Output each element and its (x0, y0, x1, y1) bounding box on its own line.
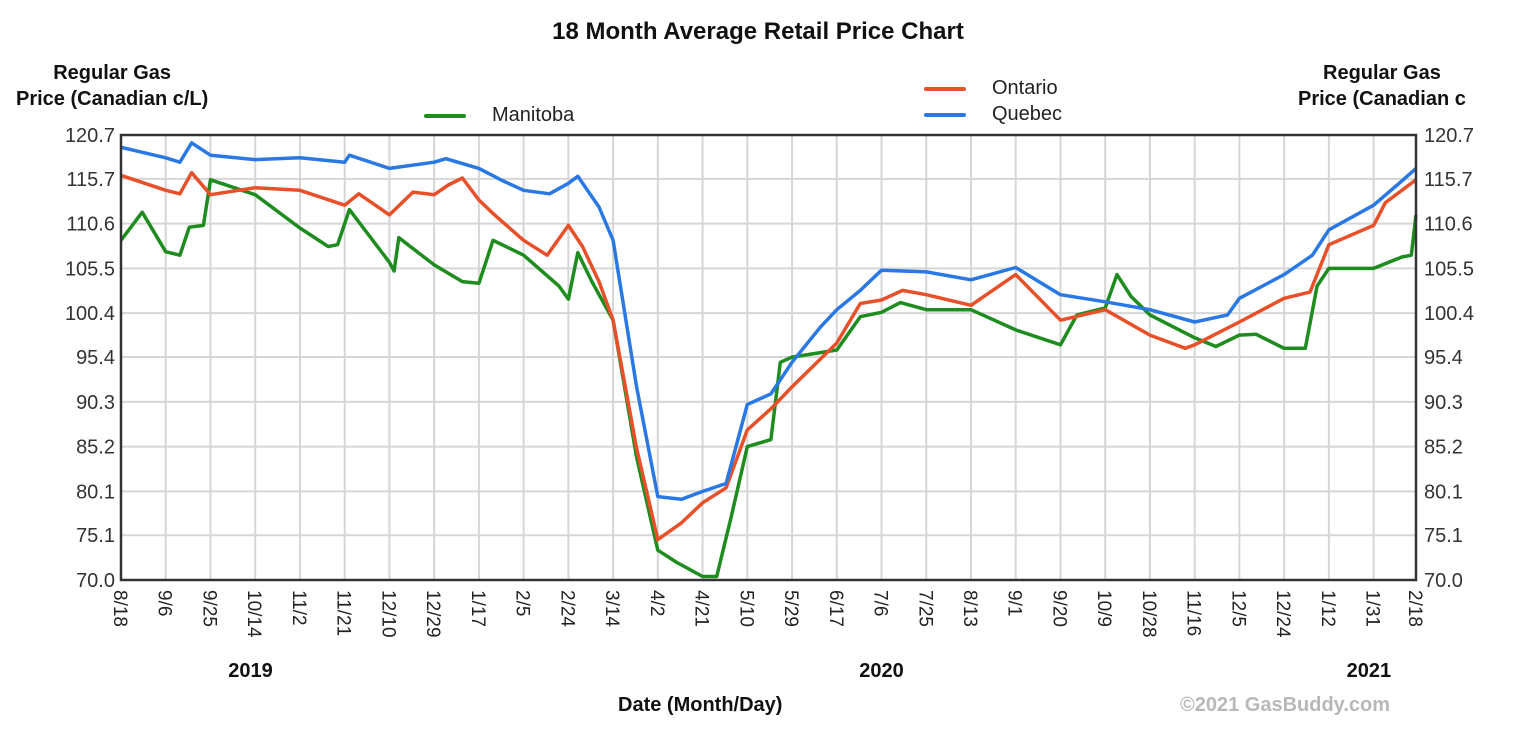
x-tick-label: 3/14 (601, 590, 622, 627)
y-axis-label-right-line2: Price (Canadian c (1298, 88, 1466, 110)
x-tick-label: 1/17 (467, 590, 488, 627)
x-tick-label: 5/29 (780, 590, 801, 627)
y-tick-label-right: 100.4 (1424, 303, 1474, 325)
x-tick-label: 4/2 (646, 590, 667, 616)
y-tick-label-right: 120.7 (1424, 125, 1474, 147)
y-axis-label-left: Regular Gas Price (Canadian c/L) (16, 60, 208, 112)
y-tick-label-right: 85.2 (1424, 437, 1463, 459)
year-label: 2020 (859, 660, 904, 682)
x-tick-label: 7/25 (914, 590, 935, 627)
legend-quebec: Quebec (924, 103, 1062, 126)
y-tick-label-right: 80.1 (1424, 481, 1463, 503)
x-tick-label: 12/5 (1227, 590, 1248, 627)
y-tick-label-left: 100.4 (65, 303, 115, 325)
x-tick-label: 4/21 (691, 590, 712, 627)
y-tick-label-right: 90.3 (1424, 392, 1463, 414)
x-tick-label: 2/5 (512, 590, 533, 616)
series-line-quebec (120, 141, 1418, 502)
x-tick-label: 8/18 (109, 590, 130, 627)
y-tick-label-right: 70.0 (1424, 570, 1463, 592)
legend-swatch-manitoba (424, 113, 466, 118)
y-tick-label-left: 85.2 (76, 437, 115, 459)
legend-label-manitoba: Manitoba (492, 104, 575, 126)
x-tick-label: 9/25 (198, 590, 219, 627)
y-tick-label-left: 110.6 (66, 214, 115, 236)
x-tick-label: 11/2 (288, 590, 309, 626)
x-tick-label: 2/18 (1404, 590, 1425, 627)
legend-swatch-quebec (924, 112, 966, 117)
year-label: 2019 (228, 660, 273, 682)
credit-text: ©2021 GasBuddy.com (1180, 694, 1390, 716)
x-tick-label: 7/6 (870, 590, 891, 616)
y-tick-label-left: 120.7 (65, 125, 115, 147)
year-label: 2021 (1347, 660, 1392, 682)
y-tick-label-right: 115.7 (1424, 169, 1473, 191)
y-tick-label-right: 110.6 (1424, 214, 1473, 236)
y-axis-label-right-line1: Regular Gas (1323, 62, 1441, 84)
y-tick-label-left: 70.0 (76, 570, 115, 592)
legend-swatch-ontario (924, 86, 966, 91)
legend-label-ontario: Ontario (992, 77, 1058, 99)
legend-manitoba: Manitoba (424, 104, 574, 127)
x-tick-label: 11/16 (1183, 590, 1204, 636)
chart-title: 18 Month Average Retail Price Chart (552, 18, 964, 45)
legend-ontario: Ontario (924, 77, 1058, 100)
y-tick-label-left: 80.1 (76, 481, 115, 503)
x-tick-label: 12/10 (377, 590, 398, 638)
y-tick-label-right: 95.4 (1424, 347, 1463, 369)
x-tick-label: 1/31 (1362, 590, 1383, 627)
x-tick-label: 10/9 (1093, 590, 1114, 627)
y-axis-label-left-line1: Regular Gas (53, 62, 172, 84)
x-tick-label: 11/21 (333, 590, 354, 636)
x-tick-label: 6/17 (825, 590, 846, 627)
y-tick-label-left: 95.4 (76, 347, 115, 369)
y-tick-label-left: 75.1 (76, 525, 115, 547)
x-tick-label: 2/24 (556, 590, 577, 627)
x-tick-label: 12/29 (422, 590, 443, 638)
x-tick-label: 1/12 (1317, 590, 1338, 627)
y-tick-label-left: 115.7 (66, 169, 115, 191)
series-line-manitoba (119, 178, 1418, 579)
series-line-ontario (120, 170, 1418, 542)
x-axis-label: Date (Month/Day) (618, 694, 783, 716)
y-axis-label-right: Regular Gas Price (Canadian c (1298, 60, 1466, 112)
x-tick-label: 9/6 (154, 590, 175, 616)
y-tick-label-right: 75.1 (1424, 525, 1463, 547)
x-tick-label: 9/20 (1048, 590, 1069, 627)
y-axis-label-left-line2: Price (Canadian c/L) (16, 88, 209, 110)
x-tick-label: 12/24 (1272, 590, 1293, 638)
y-tick-label-left: 105.5 (65, 258, 115, 280)
y-tick-label-left: 90.3 (76, 392, 115, 414)
legend-label-quebec: Quebec (992, 103, 1063, 125)
x-tick-label: 5/10 (735, 590, 756, 627)
x-tick-label: 8/13 (959, 590, 980, 627)
x-tick-label: 10/28 (1138, 590, 1159, 638)
y-tick-label-right: 105.5 (1424, 258, 1474, 280)
plot-frame (119, 133, 1418, 582)
x-tick-label: 9/1 (1004, 590, 1025, 616)
x-tick-label: 10/14 (243, 590, 264, 638)
